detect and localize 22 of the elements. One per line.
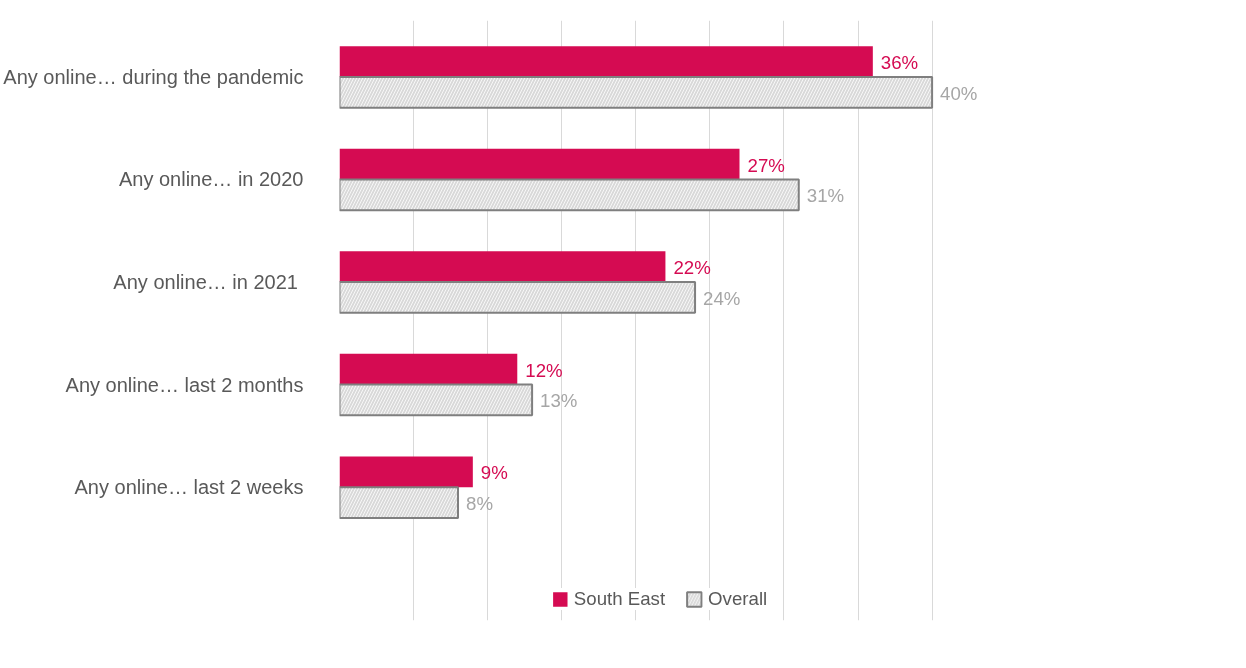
data-label: 24%	[703, 287, 741, 309]
y-tick-label: Any online… last 2 weeks	[74, 476, 304, 499]
data-label: 13%	[540, 390, 578, 412]
data-label: 22%	[673, 257, 711, 279]
bar	[339, 148, 740, 180]
bar	[339, 456, 473, 488]
y-tick-label: Any online… last 2 months	[65, 373, 304, 396]
legend-label: Overall	[708, 588, 768, 610]
bar	[339, 251, 666, 283]
data-label: 31%	[806, 185, 845, 207]
data-label: 36%	[880, 52, 919, 74]
data-label: 9%	[480, 462, 508, 484]
y-tick-label: Any online… during the pandemic	[3, 65, 304, 88]
data-label: 12%	[525, 359, 563, 381]
bar	[339, 353, 518, 385]
data-label: 27%	[747, 154, 785, 176]
y-tick-label: Any online… in 2021	[113, 271, 298, 294]
bar	[339, 46, 873, 77]
legend-label: South East	[573, 588, 666, 610]
data-label: 8%	[466, 493, 493, 515]
y-tick-label: Any online… in 2020	[118, 168, 304, 191]
data-label: 40%	[940, 82, 978, 104]
